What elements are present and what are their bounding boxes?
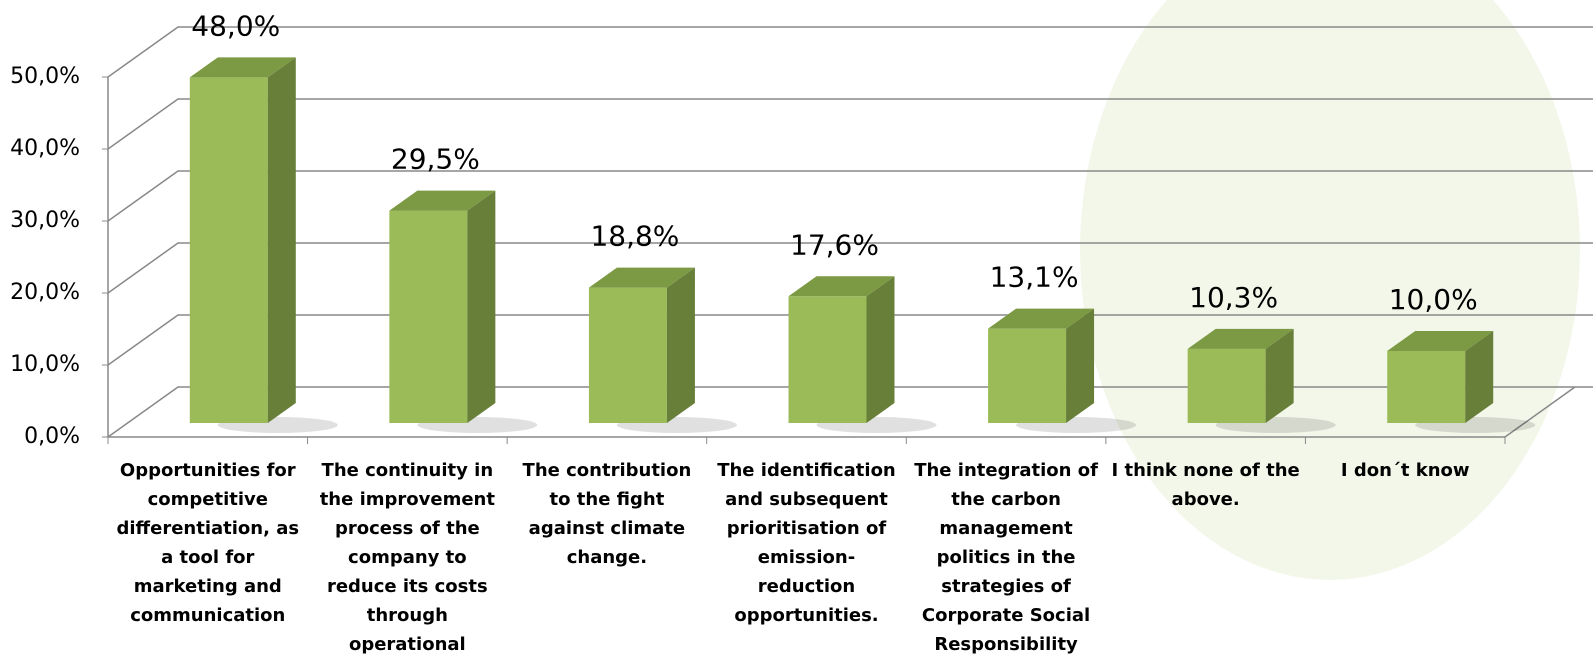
value-label: 13,1%: [990, 261, 1079, 294]
bar-front: [190, 77, 268, 423]
x-tick-label: The continuity in the improvement proces…: [311, 456, 503, 663]
bar-side: [867, 276, 895, 423]
x-tick-label: I don´t know: [1309, 456, 1501, 485]
chart-page: 0,0% 10,0% 20,0% 30,0% 40,0% 50,0% 48,0% 29,5% 1…: [0, 0, 1593, 663]
x-tick-label: I think none of the above.: [1110, 456, 1302, 514]
bar-front: [988, 329, 1066, 423]
value-label: 48,0%: [191, 9, 280, 42]
x-tick-label: The identification and subsequent priori…: [711, 456, 903, 630]
bar-side: [667, 268, 695, 423]
y-tick-label: 30,0%: [10, 208, 80, 233]
y-tick-label: 40,0%: [10, 136, 80, 161]
bar-front: [1387, 351, 1465, 423]
bar-front: [589, 288, 667, 423]
y-tick-label: 0,0%: [24, 424, 80, 449]
y-tick-label: 50,0%: [10, 64, 80, 89]
y-tick-label: 10,0%: [10, 352, 80, 377]
bar-side: [467, 191, 495, 423]
x-tick-label: Opportunities for competitive differenti…: [112, 456, 304, 630]
bar-front: [1188, 349, 1266, 423]
value-label: 10,0%: [1389, 283, 1478, 316]
bar-front: [389, 211, 467, 423]
value-label: 18,8%: [590, 220, 679, 253]
value-label: 17,6%: [790, 228, 879, 261]
bar-side: [268, 57, 296, 423]
value-label: 10,3%: [1189, 281, 1278, 314]
value-label: 29,5%: [391, 143, 480, 176]
x-tick-label: The contribution to the fight against cl…: [511, 456, 703, 572]
bar-front: [789, 296, 867, 423]
x-tick-label: The integration of the carbon management…: [910, 456, 1102, 659]
y-tick-label: 20,0%: [10, 280, 80, 305]
bar-side: [1066, 309, 1094, 423]
